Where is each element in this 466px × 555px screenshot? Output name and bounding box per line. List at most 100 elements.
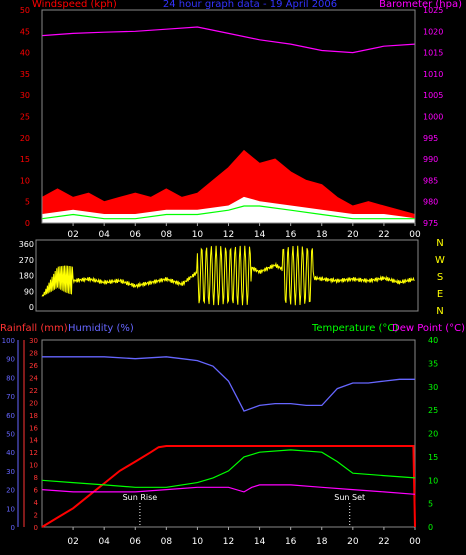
x-tick-label: 20 [347,537,359,547]
rainfall-tick-label: 10 [29,462,38,470]
windspeed-tick-label: 0 [25,219,30,228]
windspeed-tick-label: 10 [20,176,30,185]
compass-letter: N [436,306,443,317]
windspeed-tick-label: 15 [20,155,30,164]
barometer-tick-label: 985 [423,176,438,185]
temperature-tick-label: 5 [428,500,433,509]
temperature-tick-label: 25 [428,406,438,415]
windspeed-tick-label: 50 [20,6,30,15]
temperature-tick-label: 30 [428,383,438,392]
humidity-tick-label: 90 [6,356,15,364]
x-tick-label: 16 [285,230,297,240]
rainfall-tick-label: 4 [34,499,39,507]
humidity-tick-label: 100 [2,337,15,345]
windspeed-tick-label: 20 [20,134,30,143]
windspeed-tick-label: 30 [20,91,30,100]
humidity-tick-label: 20 [6,487,15,495]
wind-avg-line [41,205,415,220]
rainfall-tick-label: 12 [29,449,38,457]
sun-rise-label: Sun Rise [123,493,158,502]
humidity-tick-label: 70 [6,393,15,401]
x-tick-label: 10 [192,537,204,547]
windspeed-tick-label: 35 [20,70,30,79]
x-tick-label: 00 [409,230,421,240]
direction-tick-label: 180 [19,272,34,281]
rainfall-tick-label: 6 [34,487,39,495]
rainfall-line [41,445,416,528]
rainfall-tick-label: 30 [29,337,38,345]
x-tick-label: 04 [98,230,110,240]
humidity-tick-label: 0 [11,524,15,532]
x-tick-label: 16 [285,537,297,547]
dewpoint-line [41,484,416,495]
rainfall-axis-label: Rainfall (mm) [0,323,68,334]
windspeed-tick-label: 25 [20,113,30,122]
barometer-tick-label: 1010 [423,70,443,79]
x-tick-label: 06 [130,230,142,240]
direction-tick-label: 360 [19,240,34,249]
x-tick-label: 18 [316,537,328,547]
rainfall-tick-label: 8 [34,474,38,482]
humidity-line [42,356,415,412]
direction-tick-label: 90 [24,287,34,296]
rainfall-tick-label: 20 [29,399,38,407]
windspeed-tick-label: 40 [20,49,30,58]
compass-letter: S [437,272,443,283]
sun-set-label: Sun Set [334,493,365,502]
temperature-axis-label: Temperature (°C) [311,323,398,334]
x-tick-label: 18 [316,230,328,240]
humidity-tick-label: 60 [6,412,15,420]
rainfall-tick-label: 2 [34,512,38,520]
x-tick-label: 06 [130,537,142,547]
humidity-tick-label: 10 [6,505,15,513]
humidity-tick-label: 80 [6,374,15,382]
compass-letter: N [436,238,443,249]
chart-title: 24 hour graph data - 19 April 2006 [163,0,337,10]
temperature-tick-label: 35 [428,359,438,368]
barometer-tick-label: 1020 [423,27,443,36]
x-tick-label: 00 [409,537,421,547]
temperature-tick-label: 0 [428,523,433,532]
humidity-axis-label: Humidity (%) [68,323,134,334]
humidity-tick-label: 40 [6,449,15,457]
x-tick-label: 14 [254,230,266,240]
x-tick-label: 04 [98,537,110,547]
rainfall-tick-label: 18 [29,412,38,420]
barometer-axis-label: Barometer (hpa) [379,0,462,10]
temperature-line [41,449,416,488]
rainfall-tick-label: 16 [29,424,38,432]
windspeed-tick-label: 5 [25,198,30,207]
x-tick-label: 08 [161,537,173,547]
barometer-tick-label: 990 [423,155,438,164]
x-tick-label: 08 [161,230,173,240]
temperature-tick-label: 20 [428,430,438,439]
barometer-tick-label: 1025 [423,6,443,15]
rainfall-tick-label: 26 [29,362,38,370]
barometer-tick-label: 980 [423,198,438,207]
x-tick-label: 20 [347,230,359,240]
dewpoint-axis-label: Dew Point (°C) [392,323,465,334]
humidity-tick-label: 30 [6,468,15,476]
temperature-tick-label: 15 [428,453,438,462]
x-tick-label: 12 [223,537,234,547]
windspeed-tick-label: 45 [20,27,30,36]
panel2-frame [35,239,419,312]
barometer-tick-label: 1005 [423,91,443,100]
x-tick-label: 02 [67,230,78,240]
compass-letter: E [437,289,443,300]
barometer-tick-label: 975 [423,219,438,228]
rainfall-tick-label: 24 [29,374,38,382]
barometer-tick-label: 995 [423,134,438,143]
x-tick-label: 12 [223,230,234,240]
rainfall-tick-label: 28 [29,349,38,357]
x-tick-label: 22 [378,537,389,547]
x-tick-label: 10 [192,230,204,240]
windspeed-axis-label: Windspeed (kph) [32,0,117,10]
wind-direction-trace [41,245,415,306]
barometer-tick-label: 1015 [423,49,443,58]
rainfall-tick-label: 0 [34,524,38,532]
direction-tick-label: 270 [19,256,34,265]
x-tick-label: 14 [254,537,266,547]
gust-area [41,149,416,224]
